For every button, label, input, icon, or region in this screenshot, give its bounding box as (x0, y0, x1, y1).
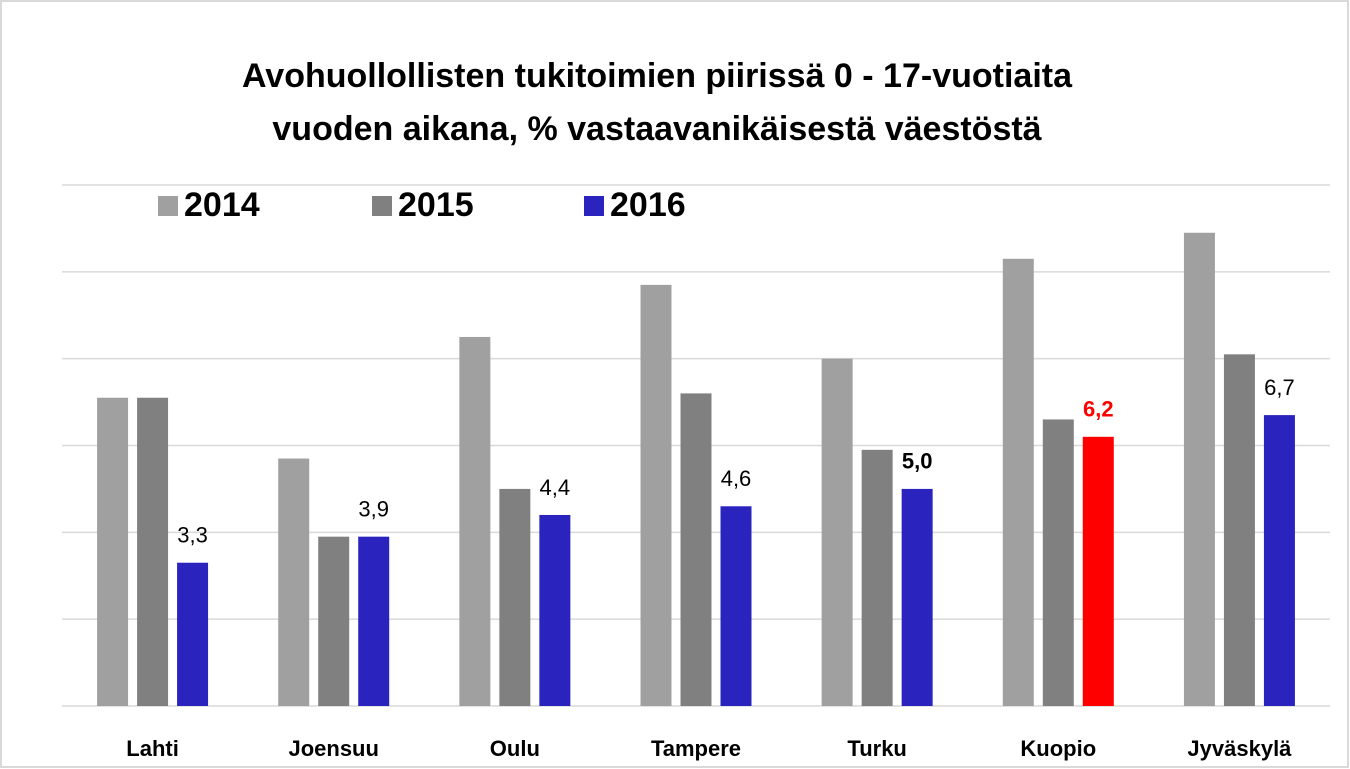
legend-swatch (372, 196, 392, 216)
data-label: 5,0 (902, 449, 933, 474)
bar (1082, 436, 1114, 706)
x-tick-label: Joensuu (288, 736, 378, 761)
data-label: 6,2 (1083, 397, 1114, 422)
bar (901, 488, 933, 706)
x-tick-label: Turku (847, 736, 906, 761)
bar (821, 358, 853, 706)
legend-label: 2014 (184, 186, 260, 224)
data-label: 3,9 (358, 496, 389, 521)
bar (318, 536, 350, 706)
bar (1183, 232, 1215, 706)
data-label: 4,6 (721, 466, 752, 491)
bar (680, 393, 712, 706)
x-tick-label: Kuopio (1020, 736, 1096, 761)
data-label: 3,3 (177, 523, 208, 548)
legend-label: 2015 (398, 186, 474, 224)
bar (358, 536, 390, 706)
legend-swatch (584, 196, 604, 216)
x-tick-label: Oulu (490, 736, 540, 761)
bar (539, 514, 571, 706)
legend-label: 2016 (610, 186, 686, 224)
bar (1263, 415, 1295, 706)
bar (459, 336, 491, 706)
x-tick-label: Jyväskylä (1187, 736, 1292, 761)
bar (499, 488, 531, 706)
chart-title: Avohuollollisten tukitoimien piirissä 0 … (242, 57, 1073, 95)
bar (137, 397, 169, 706)
chart-title: vuoden aikana, % vastaavanikäisestä väes… (272, 110, 1041, 148)
bar (861, 449, 893, 706)
bar (720, 506, 752, 706)
bar (177, 562, 209, 706)
data-label: 4,4 (540, 475, 571, 500)
bar (1223, 354, 1255, 706)
data-label: 6,7 (1264, 375, 1295, 400)
bar (97, 397, 129, 706)
bar (278, 458, 310, 706)
bar (1042, 419, 1074, 706)
x-tick-label: Lahti (126, 736, 179, 761)
bar (1002, 258, 1034, 706)
legend-swatch (158, 196, 178, 216)
bar (640, 284, 672, 706)
x-tick-label: Tampere (651, 736, 741, 761)
